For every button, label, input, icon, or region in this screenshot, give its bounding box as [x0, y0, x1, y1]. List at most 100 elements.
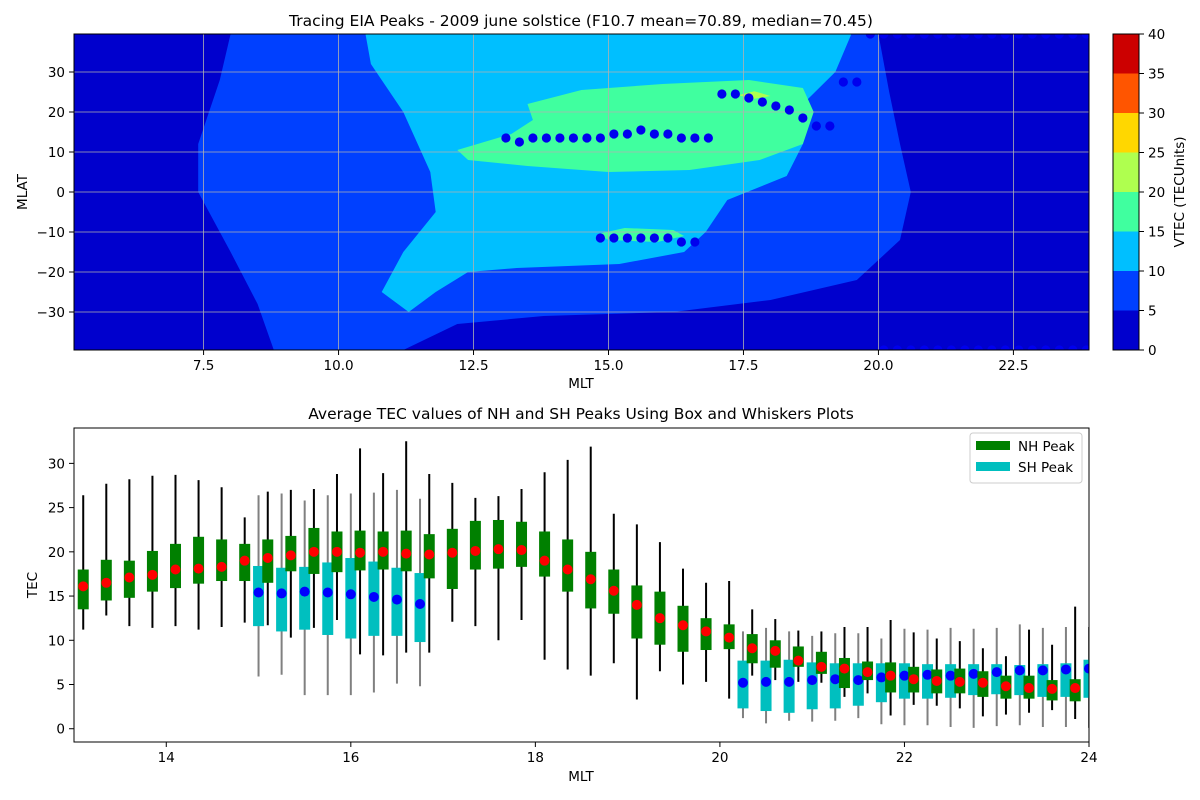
- nh-peak-point: [811, 121, 821, 131]
- sh-box: [945, 664, 957, 698]
- nh-mean-point: [862, 667, 873, 678]
- legend: NH Peak SH Peak: [969, 432, 1083, 484]
- map-x-tick-label: 22.5: [998, 358, 1028, 374]
- edge-marker-top: [919, 34, 929, 39]
- map-x-tick-label: 15.0: [593, 358, 623, 374]
- nh-peak-point: [568, 133, 579, 143]
- sh-box: [875, 663, 887, 703]
- nh-box: [216, 539, 228, 582]
- colorbar-segment-5: [1113, 113, 1139, 153]
- box-y-tick-label: 20: [48, 545, 65, 561]
- map-y-tick-label: −30: [37, 305, 66, 321]
- edge-marker-bottom: [892, 345, 902, 350]
- box-x-label: MLT: [568, 769, 594, 785]
- map-x-tick-label: 20.0: [863, 358, 893, 374]
- nh-mean-point: [1070, 683, 1081, 694]
- edge-marker-top: [946, 34, 956, 39]
- map-grid: [74, 34, 1089, 350]
- box-y-tick-label: 5: [56, 678, 65, 694]
- nh-peak-point: [730, 89, 740, 99]
- sh-box: [1083, 659, 1089, 698]
- sh-box: [829, 663, 841, 709]
- legend-label-nh: NH Peak: [1018, 439, 1075, 455]
- sh-box: [806, 662, 818, 710]
- colorbar: [1113, 34, 1139, 350]
- nh-peak-point: [757, 97, 767, 107]
- map-y-tick-label: −20: [37, 265, 66, 281]
- box-x-tick-label: 14: [158, 750, 175, 766]
- sh-peak-point: [636, 233, 646, 243]
- edge-marker-bottom: [1027, 345, 1037, 350]
- map-x-tick-label: 12.5: [458, 358, 488, 374]
- edge-marker-top: [865, 34, 875, 39]
- contour-region-2: [457, 80, 814, 172]
- nh-peak-point: [825, 121, 835, 131]
- sh-box: [276, 567, 288, 632]
- nh-mean-point: [170, 564, 181, 575]
- nh-mean-point: [585, 574, 596, 585]
- colorbar-label: VTEC (TECUnits): [1172, 137, 1188, 248]
- sh-mean-point: [1014, 665, 1025, 676]
- nh-peak-point: [690, 133, 700, 143]
- nh-box: [193, 536, 205, 584]
- colorbar-tick-label: 35: [1148, 67, 1165, 83]
- nh-peak-point: [609, 129, 619, 139]
- colorbar-segment-7: [1113, 34, 1139, 74]
- nh-mean-point: [562, 564, 573, 575]
- box-plots: [77, 441, 1089, 728]
- nh-peak-point: [744, 93, 754, 103]
- sh-mean-point: [945, 670, 956, 681]
- map-y-tick-label: 0: [56, 185, 65, 201]
- edge-marker-bottom: [1014, 345, 1024, 350]
- edge-marker-top: [1081, 34, 1089, 39]
- sh-mean-point: [322, 587, 333, 598]
- edge-marker-bottom: [960, 345, 970, 350]
- colorbar-tick-label: 0: [1148, 343, 1157, 359]
- nh-box: [446, 528, 458, 589]
- edge-marker-bottom: [973, 345, 983, 350]
- map-title: Tracing EIA Peaks - 2009 june solstice (…: [288, 12, 873, 30]
- edge-marker-top: [973, 34, 983, 39]
- legend-swatch-nh: [976, 441, 1010, 450]
- nh-mean-point: [147, 569, 158, 580]
- edge-marker-bottom: [1000, 345, 1010, 350]
- box-x-tick-label: 24: [1080, 750, 1097, 766]
- sh-box: [1060, 663, 1072, 697]
- sh-box: [922, 664, 934, 699]
- edge-marker-top: [879, 34, 889, 39]
- nh-mean-point: [285, 550, 296, 561]
- sh-mean-point: [1037, 665, 1048, 676]
- nh-peak-point: [838, 77, 848, 87]
- edge-marker-top: [906, 34, 916, 39]
- sh-box: [322, 562, 334, 635]
- nh-mean-point: [470, 545, 481, 556]
- nh-peak-point: [501, 133, 511, 143]
- sh-peak-point: [609, 233, 619, 243]
- nh-mean-point: [216, 561, 227, 572]
- nh-peak-point: [528, 133, 538, 143]
- colorbar-segment-0: [1113, 310, 1139, 350]
- nh-mean-point: [539, 555, 550, 566]
- sh-mean-point: [968, 668, 979, 679]
- sh-mean-point: [253, 587, 264, 598]
- sh-mean-point: [761, 676, 772, 687]
- nh-mean-point: [839, 663, 850, 674]
- colorbar-tick-label: 40: [1148, 27, 1165, 43]
- nh-peak-point: [663, 129, 673, 139]
- nh-mean-point: [424, 549, 435, 560]
- legend-label-sh: SH Peak: [1018, 460, 1073, 476]
- edge-marker-bottom: [987, 345, 997, 350]
- colorbar-tick-label: 20: [1148, 185, 1165, 201]
- sh-box: [1037, 664, 1049, 697]
- sh-mean-point: [276, 588, 287, 599]
- edge-marker-top: [1054, 34, 1064, 39]
- nh-box: [631, 585, 643, 639]
- nh-box: [516, 521, 528, 567]
- nh-peak-point: [852, 77, 862, 87]
- nh-mean-point: [977, 677, 988, 688]
- map-y-tick-label: 20: [48, 105, 65, 121]
- sh-mean-point: [784, 676, 795, 687]
- box-y-tick-label: 25: [48, 501, 65, 517]
- nh-mean-point: [608, 585, 619, 596]
